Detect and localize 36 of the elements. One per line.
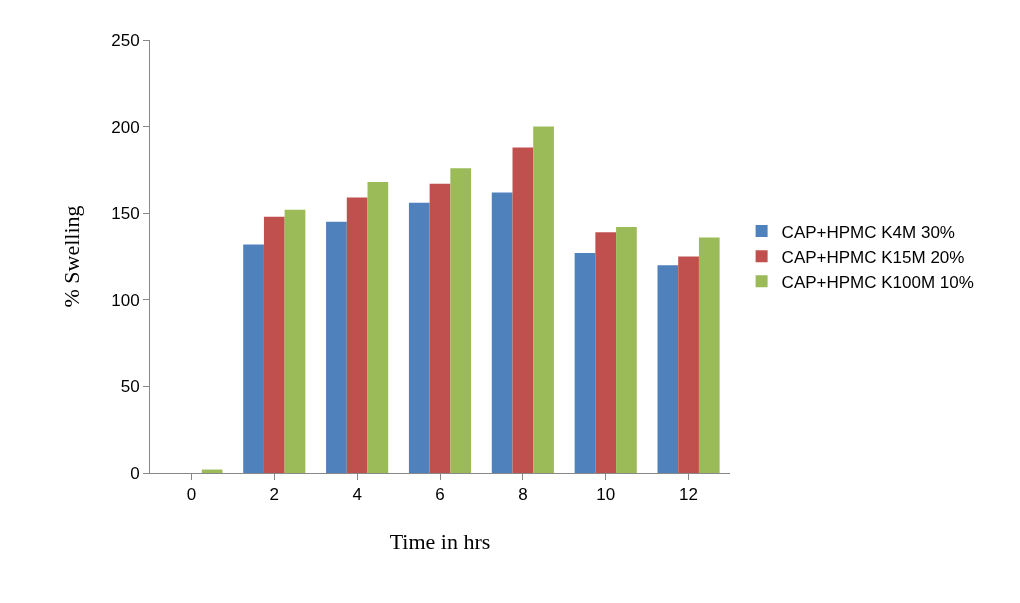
x-tick-label: 12 bbox=[679, 485, 699, 505]
y-tick-label: 250 bbox=[111, 30, 140, 50]
x-tick-label: 8 bbox=[518, 485, 528, 505]
y-tick-label: 0 bbox=[130, 463, 140, 483]
legend-label: CAP+HPMC K100M 10% bbox=[781, 272, 974, 292]
bar bbox=[595, 232, 617, 473]
x-axis-title: Time in hrs bbox=[389, 529, 491, 555]
bar bbox=[574, 253, 596, 473]
bar bbox=[512, 147, 534, 473]
bar bbox=[450, 168, 472, 473]
bar bbox=[367, 182, 389, 473]
y-tick-label: 100 bbox=[111, 290, 140, 310]
bar bbox=[326, 221, 347, 473]
bar bbox=[491, 192, 513, 473]
x-tick-label: 6 bbox=[435, 485, 445, 505]
legend-label: CAP+HPMC K4M 30% bbox=[781, 222, 955, 242]
bar bbox=[284, 209, 306, 473]
y-tick-label: 50 bbox=[120, 377, 140, 397]
y-tick-label: 150 bbox=[111, 204, 140, 224]
legend-label: CAP+HPMC K15M 20% bbox=[781, 247, 965, 267]
x-tick-label: 2 bbox=[269, 485, 280, 505]
y-tick-label: 200 bbox=[111, 117, 140, 137]
bar bbox=[263, 216, 285, 473]
x-tick-label: 4 bbox=[352, 485, 362, 505]
bar bbox=[408, 202, 430, 473]
x-tick-label: 10 bbox=[596, 485, 616, 505]
bar bbox=[429, 183, 451, 473]
bar bbox=[533, 126, 554, 473]
bar bbox=[678, 256, 699, 473]
bar bbox=[243, 244, 264, 473]
bar bbox=[616, 227, 637, 473]
y-axis-title: % Swelling bbox=[59, 205, 85, 308]
bar bbox=[346, 197, 368, 473]
bar bbox=[657, 265, 679, 473]
x-tick-label: 0 bbox=[186, 485, 197, 505]
bar bbox=[698, 237, 720, 473]
